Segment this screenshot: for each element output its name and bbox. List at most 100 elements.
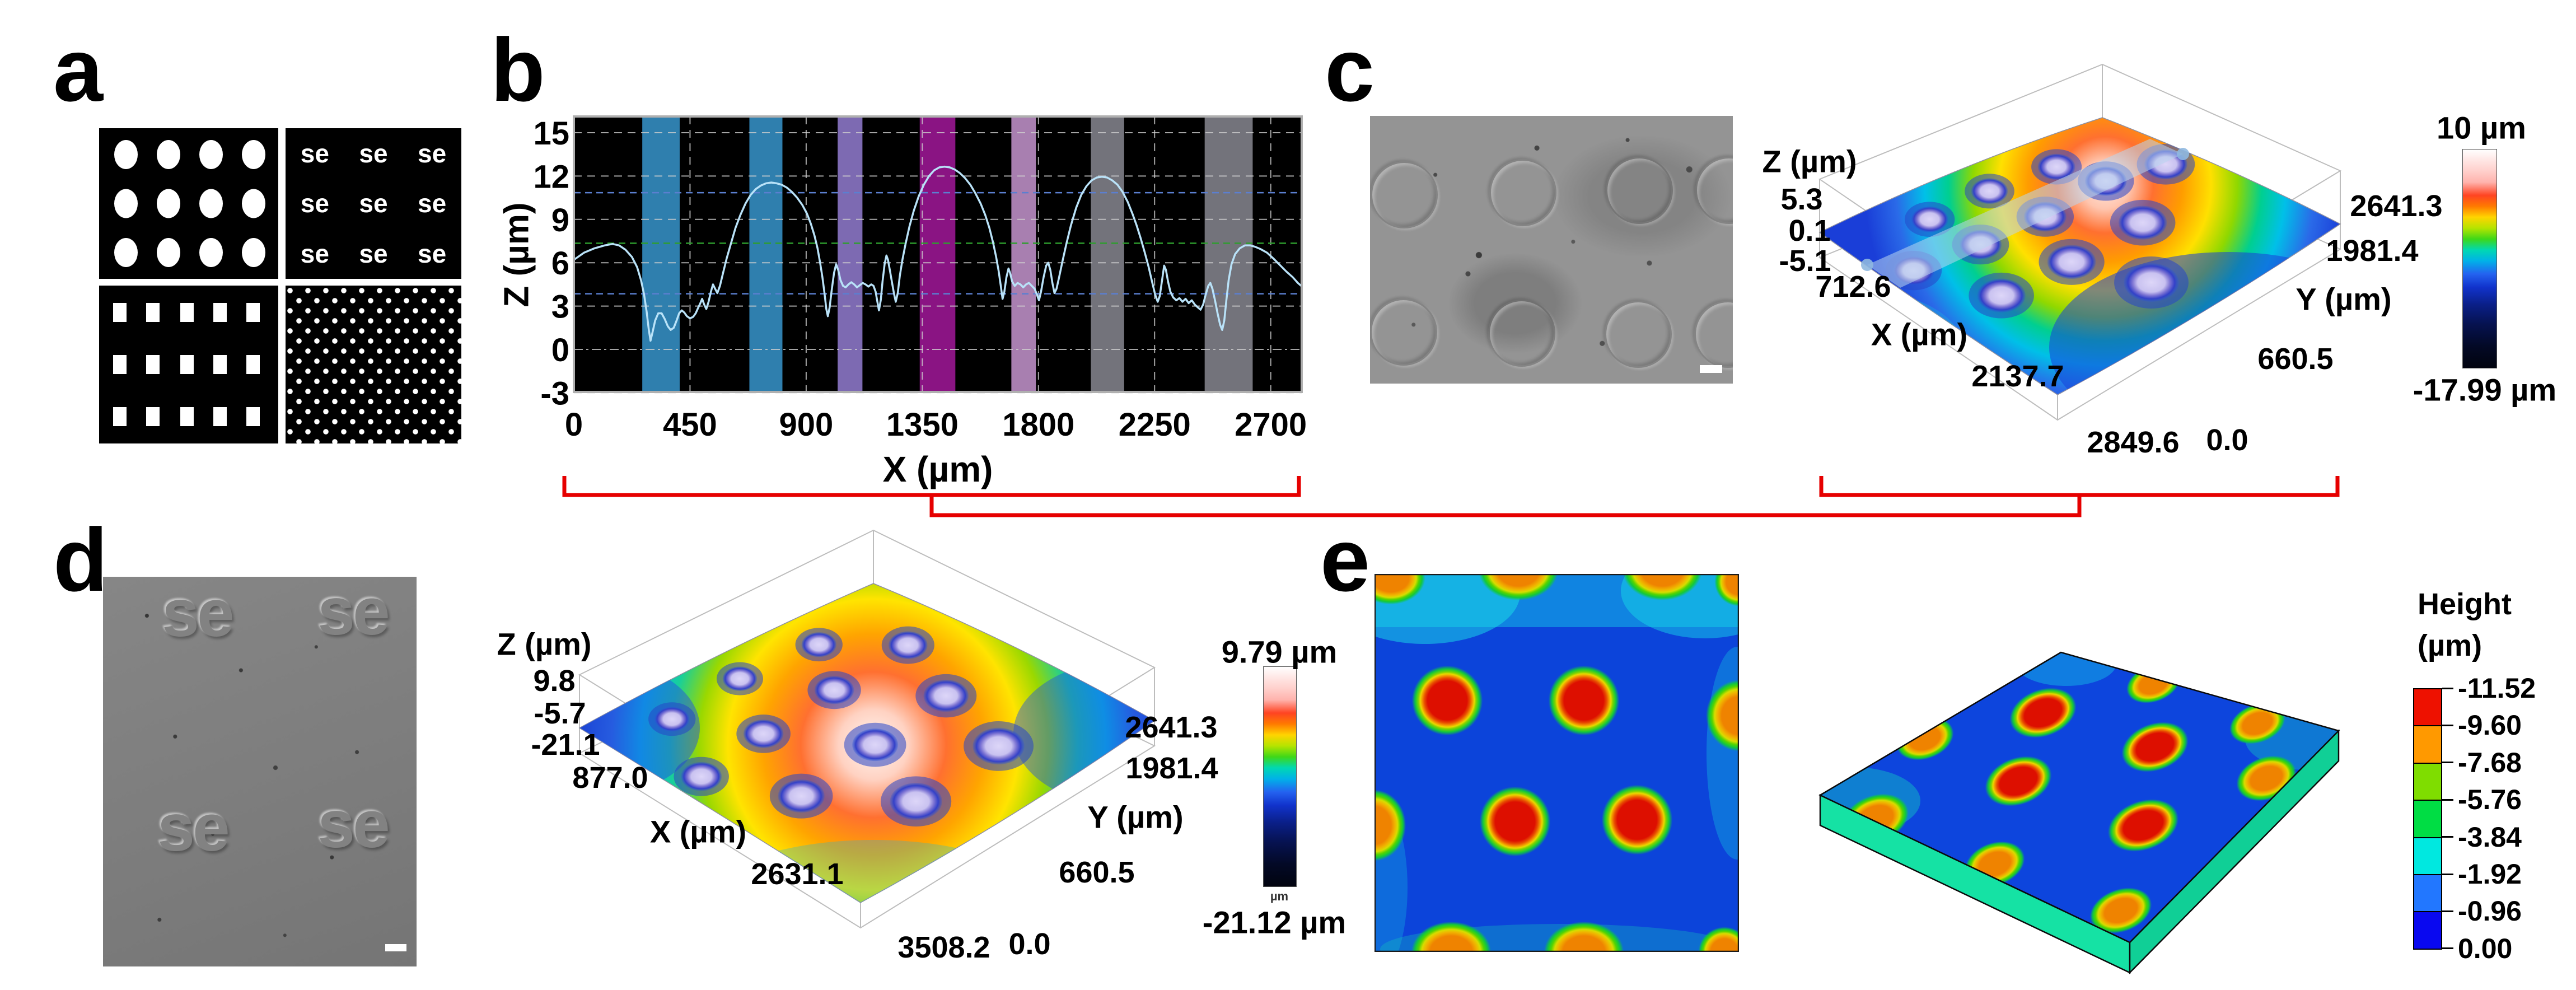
b-y-tick-label: 0 [551, 332, 569, 368]
mask-se-text: se [359, 239, 388, 269]
legend-color-segment [2413, 800, 2442, 838]
pit [923, 679, 969, 712]
sim-dot-red [2007, 686, 2079, 740]
b-x-tick-label: 900 [779, 407, 834, 443]
embossed-circle [1605, 301, 1672, 368]
mask-circle [242, 238, 265, 267]
c-z-axis-label: Z (µm) [1762, 143, 1857, 179]
bracket-under-panel-c [1819, 476, 2340, 497]
embossed-circle [1489, 159, 1556, 226]
mask-circle [114, 238, 138, 267]
d-colorbar-unit: µm [1270, 889, 1289, 903]
legend-color-segment [2413, 762, 2442, 801]
pit [814, 676, 854, 704]
se-text-grid: se se se se se se se se se [286, 128, 461, 279]
b-x-tick-label: 450 [663, 407, 717, 443]
heatmap-dots [1375, 574, 1739, 952]
legend-tick-label: -3.84 [2458, 821, 2522, 853]
pit [2124, 263, 2179, 302]
e-simulated-3d-slab [1818, 651, 2340, 975]
se-row: se se se [286, 141, 461, 166]
mask-se-text: se [300, 189, 329, 218]
mask-circle [114, 140, 138, 169]
b-y-tick-label: 3 [551, 289, 569, 325]
mask-square [246, 303, 260, 322]
mask-se-text: se [418, 239, 447, 269]
pit [973, 727, 1025, 765]
sim-dot-orange [2088, 886, 2154, 935]
c-y-tick: 2641.3 [2350, 189, 2443, 223]
sim-dot-red [1409, 663, 1485, 738]
legend-tick [2442, 910, 2453, 912]
legend-tick [2442, 836, 2453, 838]
mask-square [146, 407, 160, 426]
panel-label-d: d [53, 510, 108, 610]
b-x-tick-label: 1800 [1002, 407, 1074, 443]
embossed-se-text: se [317, 577, 390, 649]
legend-tick [2442, 947, 2453, 950]
d-z-tick: -21.1 [531, 728, 600, 762]
mask-region-band [1011, 116, 1036, 392]
mask-region-band [919, 116, 956, 392]
pit [778, 779, 825, 813]
embossed-circle [1606, 157, 1673, 224]
c-x-axis-label: X (µm) [1871, 316, 1968, 352]
sim-dot-orange [1542, 920, 1626, 952]
mask-circle [114, 189, 138, 218]
pit [1911, 206, 1948, 232]
mask-se-text: se [418, 138, 447, 168]
sim-dot-red [1983, 754, 2054, 808]
c-micrograph [1370, 116, 1733, 384]
embossed-circle [1370, 298, 1437, 366]
sim-dot-red [1546, 663, 1622, 738]
legend-tick [2442, 762, 2453, 764]
b-y-tick-label: 15 [533, 115, 569, 152]
se-row: se se se [286, 190, 461, 216]
pit [2118, 206, 2167, 240]
pit [681, 762, 722, 791]
mask-circle [157, 189, 180, 218]
c-x-tick: 2137.7 [1971, 359, 2064, 393]
mask-square [180, 303, 194, 322]
d-colorbar-min: -21.12 µm [1202, 904, 1347, 940]
legend-color-segment [2413, 911, 2442, 950]
c-y-tick: 0.0 [2206, 423, 2248, 457]
mask-region-band [749, 116, 783, 392]
b-y-tick-label: -3 [540, 375, 569, 412]
mask-square [113, 355, 127, 374]
legend-tick-label: -7.68 [2458, 746, 2522, 778]
scale-bar [385, 944, 406, 951]
d-y-axis-label: Y (µm) [1087, 799, 1184, 835]
mask-circle [199, 189, 223, 218]
mask-circle [242, 189, 265, 218]
b-y-tick-label: 12 [533, 158, 569, 195]
legend-color-segment [2413, 688, 2442, 727]
sim-dot-orange [1409, 920, 1493, 952]
embossed-circle [1371, 161, 1438, 228]
sim-dot-orange [1620, 574, 1704, 602]
embossed-se-text: se [162, 577, 234, 651]
c-3d-cross-section-ribbon [1861, 139, 2189, 288]
mask-square [113, 303, 127, 322]
pit [2037, 153, 2075, 180]
c-y-tick: 660.5 [2257, 342, 2334, 376]
c-3d-surface-plot [1818, 63, 2342, 421]
panel-label-c: c [1325, 20, 1375, 120]
pit [852, 728, 899, 762]
embossed-se-text: se [157, 790, 230, 865]
b-x-tick-label: 2250 [1119, 407, 1191, 443]
mask-square [213, 355, 227, 374]
legend-color-segment [2413, 725, 2442, 764]
sim-dot-red [2119, 720, 2191, 774]
b-y-tick-label: 9 [551, 202, 569, 239]
legend-tick-label: -9.60 [2458, 709, 2522, 741]
legend-tick [2442, 724, 2453, 726]
legend-tick-label: -0.96 [2458, 895, 2522, 927]
mask-tile-dot-array [286, 286, 461, 443]
sim-dot-orange [1375, 574, 1427, 606]
pit [722, 666, 758, 691]
panel-label-b: b [490, 20, 545, 120]
sim-dot-orange [1704, 678, 1739, 753]
mask-tile-se-text: se se se se se se se se se [286, 128, 461, 279]
d-3d-surface-plot [578, 529, 1156, 929]
